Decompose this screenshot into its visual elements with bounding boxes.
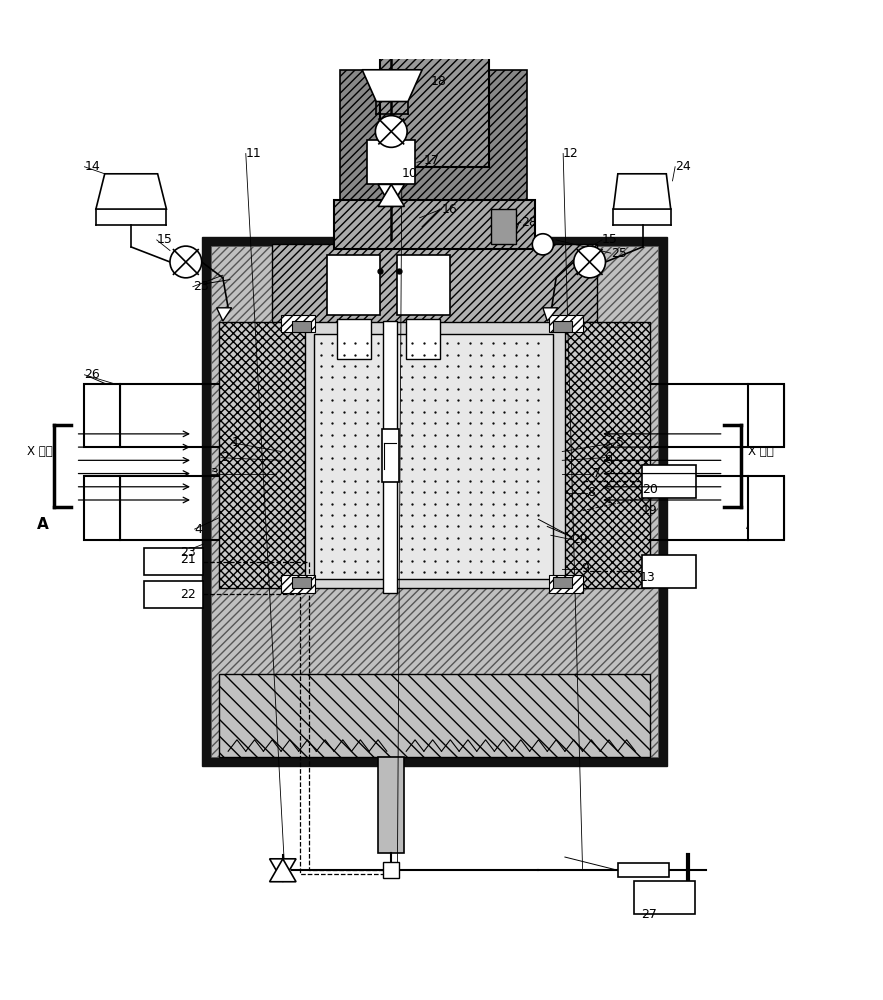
Polygon shape [614, 174, 671, 209]
Bar [381, 429, 399, 482]
Text: 18: 18 [431, 75, 447, 88]
Bar [340, 70, 527, 246]
Text: 11: 11 [245, 147, 261, 160]
Text: 7: 7 [593, 467, 601, 480]
Bar [634, 881, 696, 914]
Text: 4: 4 [194, 523, 202, 536]
Bar [291, 577, 311, 588]
Text: 28: 28 [521, 216, 537, 229]
Bar [378, 757, 404, 853]
Text: 26: 26 [85, 368, 100, 381]
Text: 22: 22 [180, 588, 196, 601]
Text: 14: 14 [85, 160, 100, 173]
Bar [642, 465, 697, 498]
Bar [383, 862, 399, 878]
Text: 3: 3 [210, 467, 218, 480]
Bar [144, 581, 203, 608]
Bar [219, 674, 650, 757]
Polygon shape [96, 174, 166, 209]
Bar [144, 548, 203, 575]
Bar [367, 140, 415, 184]
Bar [337, 319, 371, 359]
Bar [219, 322, 305, 588]
Bar [85, 384, 120, 447]
Text: 15: 15 [602, 233, 618, 246]
Circle shape [532, 234, 554, 255]
Text: A: A [746, 517, 758, 532]
Text: 5: 5 [616, 436, 624, 449]
Bar [748, 476, 783, 540]
Bar [406, 319, 440, 359]
Polygon shape [378, 184, 404, 206]
Text: A: A [37, 517, 49, 532]
Bar [549, 575, 583, 593]
Bar [553, 321, 572, 332]
Bar [272, 244, 597, 324]
Circle shape [375, 116, 407, 147]
Polygon shape [269, 859, 296, 882]
Text: 16: 16 [442, 203, 457, 216]
Text: 19: 19 [642, 504, 657, 517]
Text: 15: 15 [157, 233, 172, 246]
Circle shape [574, 246, 606, 278]
Bar [553, 577, 572, 588]
Bar [618, 863, 669, 877]
Text: 23: 23 [192, 280, 208, 293]
Bar [281, 575, 314, 593]
Bar [565, 322, 651, 588]
Bar [397, 255, 450, 315]
Text: 13: 13 [640, 571, 655, 584]
Bar [201, 237, 668, 766]
Polygon shape [216, 308, 231, 321]
Polygon shape [543, 308, 558, 321]
Bar [383, 321, 397, 593]
Text: 1: 1 [231, 436, 239, 449]
Text: X 射线: X 射线 [748, 445, 774, 458]
Polygon shape [378, 184, 404, 206]
Text: 12: 12 [563, 147, 579, 160]
Bar [380, 48, 489, 167]
Bar [275, 322, 593, 588]
Text: 24: 24 [675, 160, 691, 173]
Text: 25: 25 [611, 247, 627, 260]
Bar [642, 555, 697, 588]
Text: 9: 9 [581, 562, 589, 575]
Text: 29: 29 [572, 533, 588, 546]
Bar [291, 321, 311, 332]
Polygon shape [362, 70, 422, 102]
Bar [85, 476, 120, 540]
Text: 21: 21 [180, 553, 196, 566]
Polygon shape [269, 859, 296, 882]
Bar [210, 246, 659, 757]
Bar [327, 255, 380, 315]
Text: 27: 27 [641, 908, 657, 921]
Text: X 射线: X 射线 [27, 445, 53, 458]
Text: 20: 20 [642, 483, 658, 496]
Text: 17: 17 [424, 154, 440, 167]
Bar [313, 334, 554, 579]
Bar [491, 209, 516, 244]
Circle shape [170, 246, 201, 278]
Bar [281, 315, 314, 332]
Bar [334, 200, 535, 249]
Text: 8: 8 [587, 486, 595, 499]
Text: 6: 6 [605, 451, 613, 464]
Text: 10: 10 [402, 167, 418, 180]
Bar [549, 315, 583, 332]
Text: 2: 2 [221, 451, 229, 464]
Bar [748, 384, 783, 447]
Text: 23: 23 [180, 546, 196, 559]
